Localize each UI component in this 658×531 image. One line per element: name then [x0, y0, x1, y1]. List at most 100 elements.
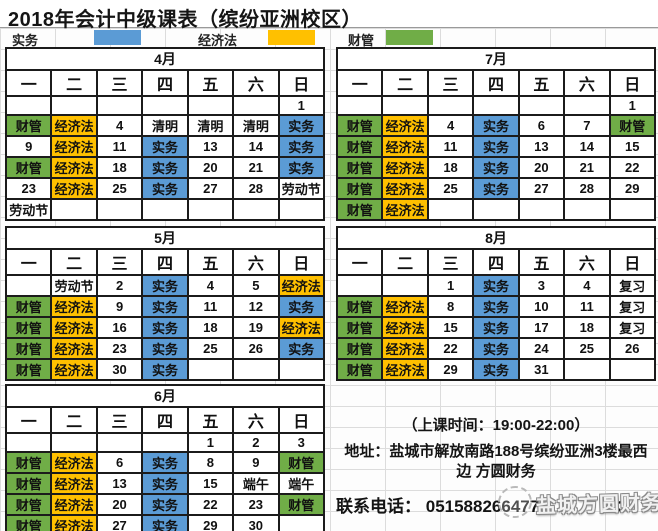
course-cell-orange: 经济法 — [50, 177, 98, 200]
calendar-table-7月: 7月一二三四五六日 1 财管 经济法 4 实务 6 7 财管 财管 经济法 11 实务 13 14 15 财管经… — [335, 47, 657, 221]
day-of-week-header: 二 — [50, 69, 98, 97]
empty-cell — [472, 198, 520, 221]
empty-cell — [277, 358, 326, 381]
day-of-week-header: 三 — [95, 248, 144, 276]
month-slot-june: 6月一二三四五六日 1 2 3 财管 经济法 6 实务 8 9 财管 财管 经济法 13 实务 15 端午 端午财… — [4, 384, 326, 531]
course-cell-green: 财管 — [335, 358, 384, 381]
calendar-table-5月: 5月一二三四五六日劳动节 2 实务 4 5 经济法 财管 经济法 9 实务 11 12 实务 财管 经济法 1… — [4, 226, 326, 381]
day-of-week-header: 二 — [381, 248, 429, 276]
course-cell-green: 财管 — [4, 472, 53, 495]
course-cell-green: 财管 — [4, 451, 53, 474]
course-cell-orange: 经济法 — [50, 114, 98, 137]
legend-row: 实务 经济法 财管 — [0, 29, 658, 48]
empty-cell — [608, 358, 657, 381]
date-cell: 3 — [517, 274, 566, 297]
date-cell: 1 — [608, 95, 657, 116]
course-cell-blue: 实务 — [472, 274, 520, 297]
day-of-week-header: 六 — [563, 248, 611, 276]
date-cell: 6 — [95, 451, 144, 474]
empty-cell — [141, 95, 189, 116]
date-cell: 22 — [426, 337, 475, 360]
month-header: 4月 — [5, 47, 325, 71]
empty-cell — [517, 198, 566, 221]
date-cell: 9 — [4, 135, 53, 158]
day-of-week-header: 三 — [95, 406, 144, 434]
course-cell-orange: 经济法 — [381, 295, 429, 318]
date-cell: 1 — [277, 95, 326, 116]
date-cell: 23 — [95, 337, 144, 360]
empty-cell — [232, 198, 280, 221]
date-cell: 14 — [563, 135, 611, 158]
course-cell-blue: 实务 — [141, 177, 189, 200]
class-time: （上课时间：19:00-22:00） — [402, 417, 590, 434]
day-of-week-header: 三 — [426, 248, 475, 276]
course-cell-blue: 实务 — [277, 337, 326, 360]
date-cell: 27 — [186, 177, 235, 200]
date-cell: 25 — [426, 177, 475, 200]
course-cell-blue: 实务 — [141, 358, 189, 381]
date-cell: 25 — [186, 337, 235, 360]
empty-cell — [95, 95, 144, 116]
empty-cell — [517, 95, 566, 116]
empty-cell — [4, 95, 53, 116]
course-cell-green: 财管 — [4, 295, 53, 318]
date-cell: 端午 — [232, 472, 280, 495]
date-cell: 15 — [608, 135, 657, 158]
day-of-week-header: 五 — [517, 69, 566, 97]
date-cell: 11 — [95, 135, 144, 158]
course-cell-blue: 实务 — [277, 295, 326, 318]
date-cell: 劳动节 — [277, 177, 326, 200]
empty-cell — [232, 358, 280, 381]
course-cell-green: 财管 — [4, 514, 53, 531]
day-of-week-header: 四 — [141, 248, 189, 276]
course-cell-orange: 经济法 — [50, 472, 98, 495]
empty-cell — [186, 358, 235, 381]
date-cell: 8 — [426, 295, 475, 318]
course-cell-green: 财管 — [335, 295, 384, 318]
course-cell-blue: 实务 — [472, 114, 520, 137]
day-of-week-header: 五 — [517, 248, 566, 276]
empty-cell — [95, 198, 144, 221]
day-of-week-header: 一 — [4, 248, 53, 276]
day-of-week-header: 一 — [4, 406, 53, 434]
date-cell: 13 — [186, 135, 235, 158]
date-cell: 27 — [517, 177, 566, 200]
empty-cell — [335, 274, 384, 297]
course-cell-blue: 实务 — [141, 451, 189, 474]
day-of-week-header: 五 — [186, 69, 235, 97]
empty-cell — [381, 274, 429, 297]
course-cell-blue: 实务 — [472, 156, 520, 179]
month-slot-april: 4月一二三四五六日 1 财管 经济法 4 清明 清明 清明 实务 9 经济法 11 实务 13 14 实务 财管… — [4, 47, 326, 221]
course-cell-orange: 经济法 — [50, 156, 98, 179]
course-cell-blue: 实务 — [277, 156, 326, 179]
day-of-week-header: 四 — [141, 69, 189, 97]
date-cell: 20 — [95, 493, 144, 516]
day-of-week-header: 三 — [95, 69, 144, 97]
watermark-stamp-icon — [495, 482, 535, 522]
day-of-week-header: 日 — [277, 248, 326, 276]
course-cell-orange: 经济法 — [50, 135, 98, 158]
course-cell-orange: 经济法 — [50, 514, 98, 531]
date-cell: 15 — [426, 316, 475, 339]
date-cell: 20 — [517, 156, 566, 179]
empty-cell — [141, 432, 189, 453]
course-cell-orange: 经济法 — [381, 114, 429, 137]
day-of-week-header: 二 — [50, 248, 98, 276]
course-cell-orange: 经济法 — [381, 135, 429, 158]
month-slot-july: 7月一二三四五六日 1 财管 经济法 4 实务 6 7 财管 财管 经济法 11 实务 13 14 15 财管经… — [335, 47, 657, 221]
course-cell-green: 财管 — [277, 493, 326, 516]
day-of-week-header: 日 — [277, 69, 326, 97]
day-of-week-header: 日 — [277, 406, 326, 434]
course-cell-blue: 实务 — [141, 493, 189, 516]
empty-cell — [563, 198, 611, 221]
empty-cell — [472, 95, 520, 116]
date-cell: 5 — [232, 274, 280, 297]
day-of-week-header: 一 — [335, 69, 384, 97]
empty-cell — [608, 198, 657, 221]
day-of-week-header: 六 — [232, 69, 280, 97]
course-cell-orange: 经济法 — [381, 337, 429, 360]
date-cell: 清明 — [141, 114, 189, 137]
month-header: 6月 — [5, 384, 325, 408]
date-cell: 29 — [608, 177, 657, 200]
course-cell-blue: 实务 — [141, 156, 189, 179]
